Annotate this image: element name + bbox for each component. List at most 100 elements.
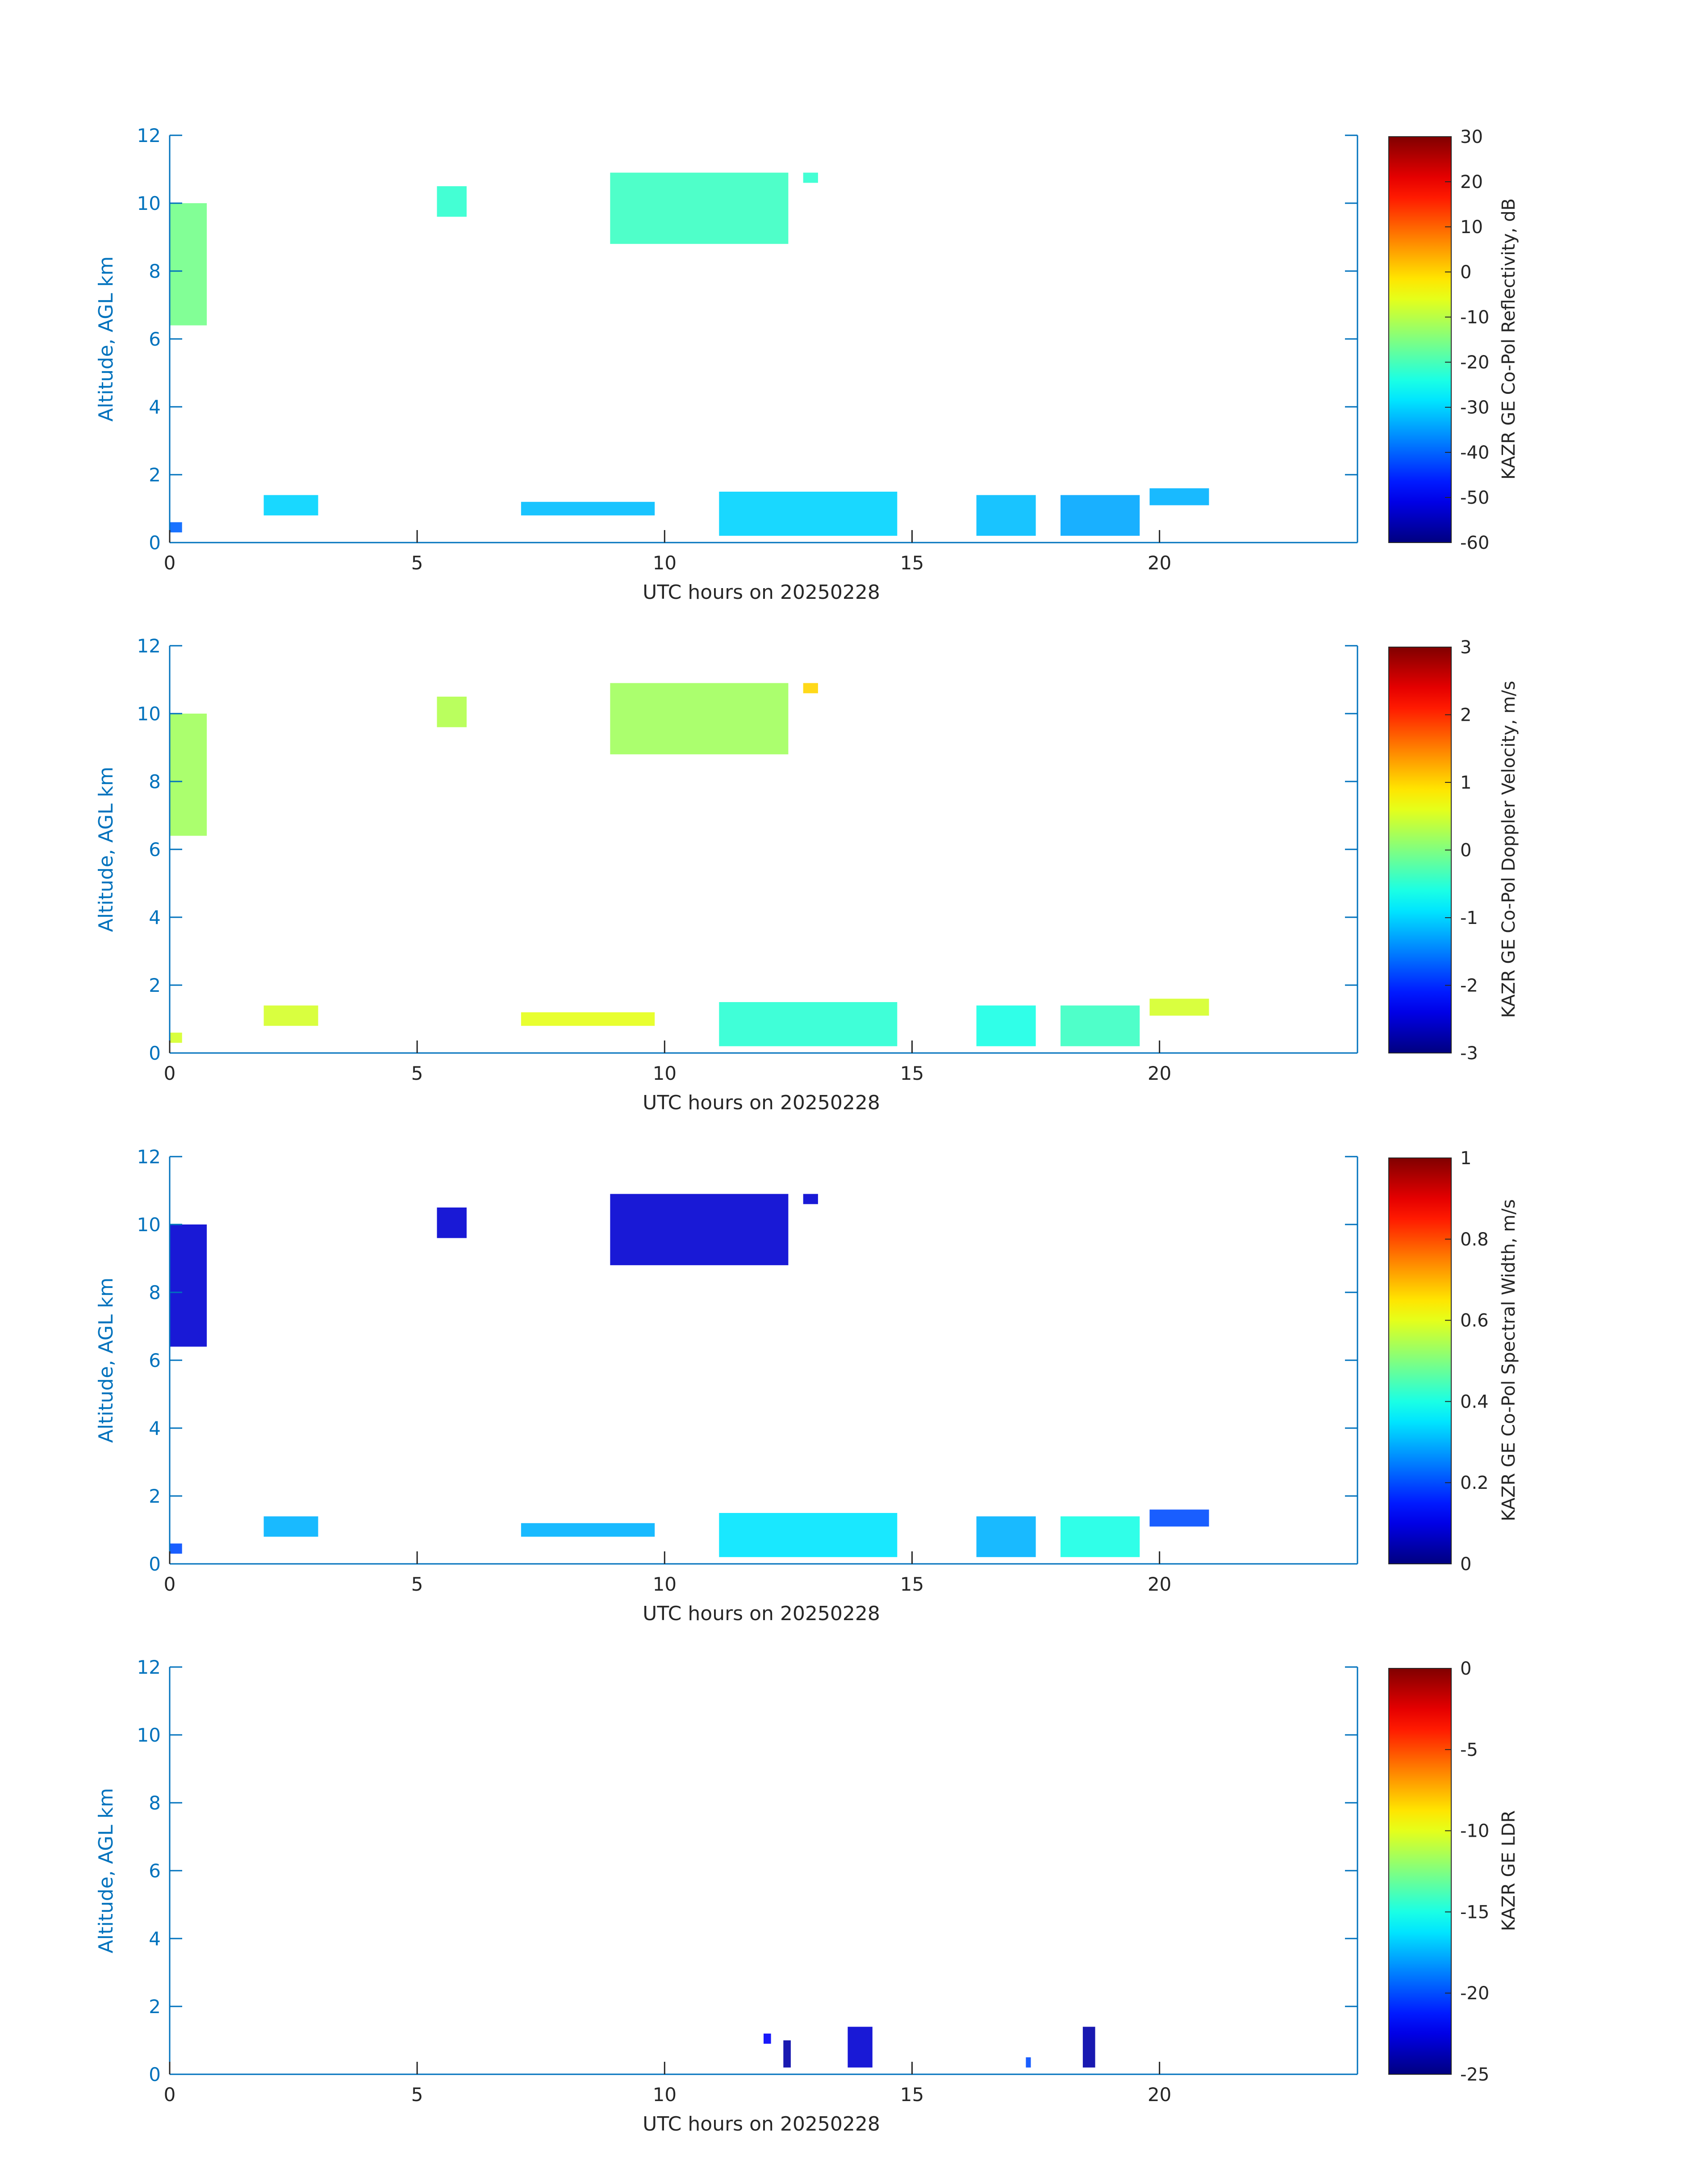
echo-6 bbox=[263, 495, 318, 516]
echo-5 bbox=[170, 1543, 182, 1554]
y-axis-label: Altitude, AGL km bbox=[95, 256, 117, 422]
x-tick-label: 5 bbox=[411, 1573, 423, 1595]
y-tick-label: 6 bbox=[149, 328, 161, 350]
echo-11 bbox=[1149, 488, 1209, 506]
x-tick-label: 0 bbox=[164, 552, 176, 574]
y-tick-label: 0 bbox=[149, 2064, 161, 2085]
colorbar-tick-label: -2 bbox=[1460, 976, 1478, 996]
y-tick-label: 12 bbox=[137, 635, 161, 657]
y-tick-label: 8 bbox=[149, 1792, 161, 1814]
echo-3 bbox=[848, 2027, 873, 2068]
echo-9 bbox=[976, 495, 1036, 536]
y-axis-label: Altitude, AGL km bbox=[95, 1278, 117, 1443]
y-tick-label: 2 bbox=[149, 1485, 161, 1507]
echo-8 bbox=[719, 1513, 898, 1557]
colorbar-scale bbox=[1388, 1668, 1452, 2075]
colorbar-tick-label: 1 bbox=[1460, 1148, 1471, 1169]
colorbar-tick-label: -40 bbox=[1460, 443, 1489, 463]
echo-8 bbox=[719, 1002, 898, 1046]
echo-7 bbox=[521, 501, 655, 516]
x-axis-label: UTC hours on 20250228 bbox=[643, 1091, 880, 1114]
y-tick-label: 12 bbox=[137, 1146, 161, 1168]
echo-4 bbox=[1026, 2057, 1031, 2068]
echo-7 bbox=[521, 1523, 655, 1537]
x-axis-label: UTC hours on 20250228 bbox=[643, 2113, 880, 2135]
echo-3 bbox=[610, 1194, 789, 1266]
colorbar-tick-label: 0.8 bbox=[1460, 1229, 1489, 1250]
x-tick-label: 10 bbox=[653, 2084, 677, 2106]
echo-5 bbox=[1082, 2027, 1095, 2068]
colorbar: -25 -20 -15 -10 -5 0 KAZR GE LDR bbox=[1388, 1659, 1519, 2085]
colorbar-tick-label: -3 bbox=[1460, 1043, 1478, 1064]
x-tick-label: 0 bbox=[164, 1062, 176, 1084]
x-tick-label: 15 bbox=[900, 552, 924, 574]
echo-1 bbox=[764, 2033, 771, 2044]
x-tick-label: 5 bbox=[411, 552, 423, 574]
echo-9 bbox=[976, 1516, 1036, 1557]
y-tick-label: 4 bbox=[149, 396, 161, 418]
echo-10 bbox=[1061, 1516, 1140, 1557]
colorbar-tick-label: 0.6 bbox=[1460, 1311, 1489, 1331]
colorbar-tick-label: 3 bbox=[1460, 637, 1471, 658]
echo-3 bbox=[610, 172, 789, 244]
panel-4: 0 2 4 6 8 10 12 0 5 10 15 20 UTC hours on 20250228 Al… bbox=[95, 1656, 1519, 2135]
y-tick-label: 8 bbox=[149, 1282, 161, 1304]
x-tick-label: 10 bbox=[653, 1573, 677, 1595]
x-tick-label: 15 bbox=[900, 1573, 924, 1595]
echo-2 bbox=[437, 697, 467, 727]
colorbar-tick-label: -20 bbox=[1460, 1983, 1489, 2004]
y-tick-label: 2 bbox=[149, 464, 161, 486]
colorbar-label: KAZR GE Co-Pol Doppler Velocity, m/s bbox=[1499, 681, 1519, 1018]
y-axis-label: Altitude, AGL km bbox=[95, 767, 117, 932]
echo-11 bbox=[1149, 999, 1209, 1016]
colorbar-tick-label: -20 bbox=[1460, 352, 1489, 373]
colorbar-label: KAZR GE Co-Pol Spectral Width, m/s bbox=[1499, 1199, 1519, 1521]
panel-1: 0 2 4 6 8 10 12 0 5 10 15 20 UTC hours on 20250228 Al… bbox=[95, 125, 1519, 604]
colorbar-scale bbox=[1388, 1157, 1452, 1564]
y-tick-label: 12 bbox=[137, 1656, 161, 1678]
colorbar-tick-label: -1 bbox=[1460, 908, 1478, 928]
echo-layer bbox=[170, 683, 1209, 1046]
colorbar-scale bbox=[1388, 647, 1452, 1053]
y-tick-label: 10 bbox=[137, 192, 161, 214]
y-tick-label: 4 bbox=[149, 1417, 161, 1439]
echo-4 bbox=[803, 683, 818, 694]
colorbar-label: KAZR GE Co-Pol Reflectivity, dB bbox=[1499, 198, 1519, 480]
x-tick-label: 15 bbox=[900, 2084, 924, 2106]
x-tick-label: 20 bbox=[1148, 1062, 1171, 1084]
y-tick-label: 10 bbox=[137, 1724, 161, 1746]
echo-2 bbox=[783, 2040, 791, 2068]
y-tick-label: 6 bbox=[149, 1350, 161, 1371]
colorbar-tick-label: -10 bbox=[1460, 1821, 1489, 1842]
colorbar-tick-label: 0 bbox=[1460, 1659, 1471, 1679]
y-tick-label: 4 bbox=[149, 907, 161, 928]
colorbar-label: KAZR GE LDR bbox=[1499, 1810, 1519, 1931]
y-tick-label: 0 bbox=[149, 532, 161, 554]
colorbar-tick-label: -10 bbox=[1460, 307, 1489, 328]
y-tick-label: 2 bbox=[149, 1996, 161, 2018]
echo-5 bbox=[170, 1032, 182, 1043]
echo-1 bbox=[170, 1224, 207, 1347]
x-tick-label: 10 bbox=[653, 1062, 677, 1084]
x-tick-label: 10 bbox=[653, 552, 677, 574]
colorbar-tick-label: 1 bbox=[1460, 773, 1471, 793]
y-tick-label: 8 bbox=[149, 771, 161, 793]
x-tick-label: 0 bbox=[164, 1573, 176, 1595]
colorbar-scale bbox=[1388, 136, 1452, 543]
x-axis-label: UTC hours on 20250228 bbox=[643, 581, 880, 604]
colorbar-tick-label: -50 bbox=[1460, 488, 1489, 508]
colorbar-tick-label: 0 bbox=[1460, 840, 1471, 861]
echo-8 bbox=[719, 492, 898, 536]
colorbar-tick-label: -25 bbox=[1460, 2064, 1489, 2085]
colorbar: -60 -50 -40 -30 -20 -10 0 10 20 30 KAZR GE Co-Pol … bbox=[1388, 127, 1519, 553]
echo-4 bbox=[803, 1194, 818, 1204]
echo-1 bbox=[170, 714, 207, 836]
x-tick-label: 20 bbox=[1148, 1573, 1171, 1595]
y-tick-label: 10 bbox=[137, 1214, 161, 1236]
colorbar-tick-label: -5 bbox=[1460, 1740, 1478, 1760]
echo-9 bbox=[976, 1005, 1036, 1046]
echo-layer bbox=[764, 2027, 1095, 2068]
y-tick-label: 12 bbox=[137, 125, 161, 146]
y-tick-label: 4 bbox=[149, 1928, 161, 1950]
